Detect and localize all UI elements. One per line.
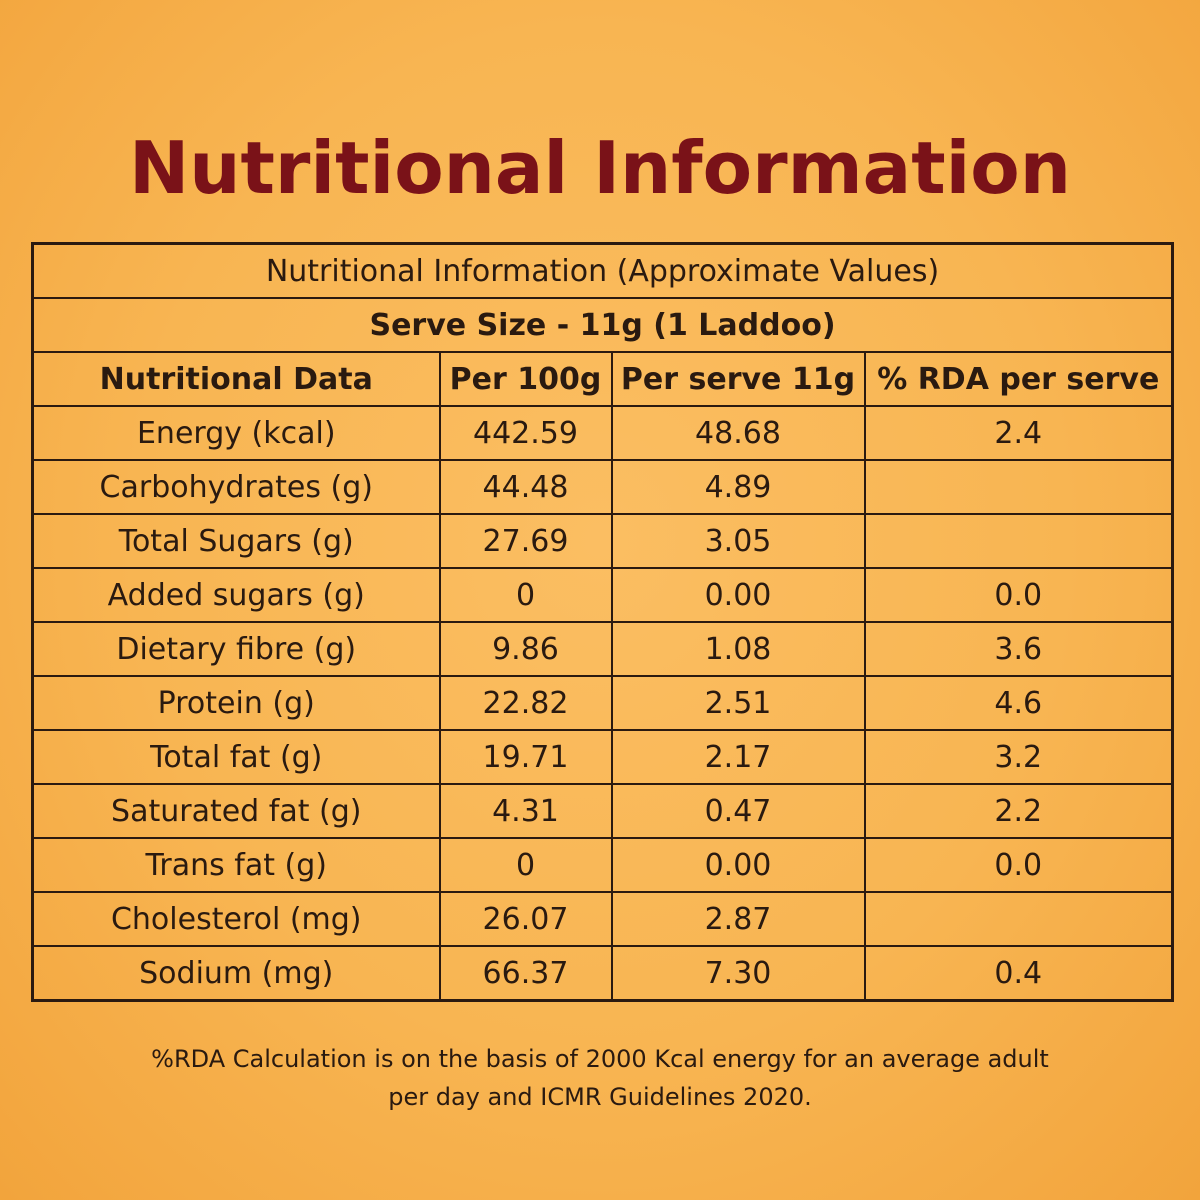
nutrient-name: Cholesterol (mg) xyxy=(31,891,441,947)
column-header-rda: % RDA per serve xyxy=(863,351,1174,407)
rda-value: 2.2 xyxy=(863,783,1174,839)
nutrient-name: Total Sugars (g) xyxy=(31,513,441,569)
table-row: Energy (kcal) 442.59 48.68 2.4 xyxy=(31,405,1174,461)
rda-footnote: %RDA Calculation is on the basis of 2000… xyxy=(0,1040,1200,1116)
rda-value: 2.4 xyxy=(863,405,1174,461)
footnote-line-2: per day and ICMR Guidelines 2020. xyxy=(388,1083,812,1111)
column-header-per-100g: Per 100g xyxy=(438,351,613,407)
table-caption: Nutritional Information (Approximate Val… xyxy=(31,242,1174,299)
nutrition-table-container: Nutritional Information (Approximate Val… xyxy=(31,242,1175,1002)
nutrient-name: Sodium (mg) xyxy=(31,945,441,1002)
nutrition-table: Nutritional Information (Approximate Val… xyxy=(31,242,1175,1002)
per-100g-value: 0 xyxy=(438,837,613,893)
table-row: Total Sugars (g) 27.69 3.05 xyxy=(31,513,1174,569)
per-serve-value: 1.08 xyxy=(610,621,866,677)
nutrient-name: Carbohydrates (g) xyxy=(31,459,441,515)
footnote-line-1: %RDA Calculation is on the basis of 2000… xyxy=(151,1045,1049,1073)
per-serve-value: 0.47 xyxy=(610,783,866,839)
per-serve-value: 2.51 xyxy=(610,675,866,731)
column-header-per-serve: Per serve 11g xyxy=(610,351,866,407)
table-row: Protein (g) 22.82 2.51 4.6 xyxy=(31,675,1174,731)
serve-size-row: Serve Size - 11g (1 Laddoo) xyxy=(31,297,1174,353)
column-header-row: Nutritional Data Per 100g Per serve 11g … xyxy=(31,351,1174,407)
rda-value: 0.0 xyxy=(863,567,1174,623)
per-100g-value: 66.37 xyxy=(438,945,613,1002)
per-serve-value: 4.89 xyxy=(610,459,866,515)
per-serve-value: 48.68 xyxy=(610,405,866,461)
per-100g-value: 19.71 xyxy=(438,729,613,785)
per-100g-value: 44.48 xyxy=(438,459,613,515)
rda-value: 0.0 xyxy=(863,837,1174,893)
per-serve-value: 0.00 xyxy=(610,567,866,623)
table-row: Added sugars (g) 0 0.00 0.0 xyxy=(31,567,1174,623)
nutrient-name: Total fat (g) xyxy=(31,729,441,785)
page-title: Nutritional Information xyxy=(128,126,1072,210)
nutrient-name: Trans fat (g) xyxy=(31,837,441,893)
per-100g-value: 26.07 xyxy=(438,891,613,947)
nutrient-name: Dietary fibre (g) xyxy=(31,621,441,677)
rda-value xyxy=(863,459,1174,515)
nutrient-name: Protein (g) xyxy=(31,675,441,731)
per-serve-value: 3.05 xyxy=(610,513,866,569)
per-serve-value: 2.17 xyxy=(610,729,866,785)
per-serve-value: 2.87 xyxy=(610,891,866,947)
table-row: Sodium (mg) 66.37 7.30 0.4 xyxy=(31,945,1174,1002)
rda-value: 0.4 xyxy=(863,945,1174,1002)
nutrient-name: Added sugars (g) xyxy=(31,567,441,623)
rda-value: 4.6 xyxy=(863,675,1174,731)
serve-size: Serve Size - 11g (1 Laddoo) xyxy=(31,297,1174,353)
table-row: Dietary fibre (g) 9.86 1.08 3.6 xyxy=(31,621,1174,677)
nutrient-name: Energy (kcal) xyxy=(31,405,441,461)
per-100g-value: 4.31 xyxy=(438,783,613,839)
rda-value: 3.2 xyxy=(863,729,1174,785)
rda-value: 3.6 xyxy=(863,621,1174,677)
rda-value xyxy=(863,513,1174,569)
table-row: Trans fat (g) 0 0.00 0.0 xyxy=(31,837,1174,893)
per-100g-value: 0 xyxy=(438,567,613,623)
nutrient-name: Saturated fat (g) xyxy=(31,783,441,839)
table-row: Total fat (g) 19.71 2.17 3.2 xyxy=(31,729,1174,785)
table-row: Cholesterol (mg) 26.07 2.87 xyxy=(31,891,1174,947)
per-100g-value: 442.59 xyxy=(438,405,613,461)
table-caption-row: Nutritional Information (Approximate Val… xyxy=(31,242,1174,299)
per-serve-value: 0.00 xyxy=(610,837,866,893)
per-100g-value: 27.69 xyxy=(438,513,613,569)
per-serve-value: 7.30 xyxy=(610,945,866,1002)
column-header-nutritional-data: Nutritional Data xyxy=(31,351,441,407)
per-100g-value: 9.86 xyxy=(438,621,613,677)
rda-value xyxy=(863,891,1174,947)
table-row: Saturated fat (g) 4.31 0.47 2.2 xyxy=(31,783,1174,839)
per-100g-value: 22.82 xyxy=(438,675,613,731)
table-row: Carbohydrates (g) 44.48 4.89 xyxy=(31,459,1174,515)
